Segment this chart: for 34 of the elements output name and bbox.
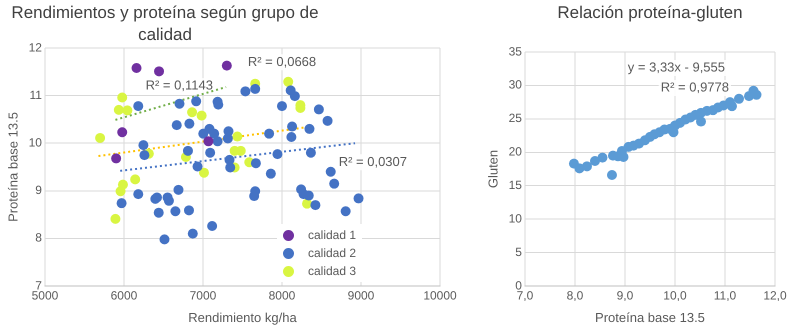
x-tick-label: 10,0 <box>663 288 687 303</box>
legend-label: calidad 3 <box>308 264 356 278</box>
y-tick-label: 35 <box>508 44 522 58</box>
annotation: R² = 0,1143 <box>146 78 213 93</box>
y-tick-label: 15 <box>508 178 522 192</box>
annotation: y = 3,33x - 9,555 <box>628 60 725 75</box>
annotation: R² = 0,0307 <box>338 154 407 169</box>
y-axis-title: Proteína base 13.5 <box>5 112 20 222</box>
x-tick-label: 7000 <box>190 288 217 303</box>
x-tick-label: 11,0 <box>714 288 737 303</box>
x-tick-label: 9000 <box>348 288 375 303</box>
y-tick-label: 20 <box>508 144 522 159</box>
legend-label: calidad 2 <box>308 246 356 260</box>
x-tick-label: 8,0 <box>566 288 584 303</box>
legend-label: calidad 1 <box>308 228 356 242</box>
x-tick-label: 8000 <box>268 288 296 303</box>
y-axis-title: Gluten <box>485 150 500 188</box>
y-tick-label: 5 <box>515 244 522 259</box>
y-tick-label: 9 <box>35 183 42 198</box>
y-tick-label: 11 <box>29 88 42 102</box>
annotation: R² = 0,9778 <box>660 80 729 95</box>
y-tick-label: 25 <box>508 111 522 126</box>
x-tick-label: 12,0 <box>763 288 787 303</box>
x-tick-label: 9,0 <box>616 288 634 303</box>
chart-title: Relación proteína-gluten <box>556 2 744 24</box>
x-tick-label: 10000 <box>423 288 458 303</box>
x-tick-label: 6000 <box>110 288 138 303</box>
x-axis-title: Rendimiento kg/ha <box>188 310 298 325</box>
x-axis-title: Proteína base 13.5 <box>595 310 705 325</box>
y-tick-label: 8 <box>35 230 42 245</box>
y-tick-label: 10 <box>28 136 42 150</box>
annotation: R² = 0,0668 <box>248 54 316 69</box>
y-tick-label: 10 <box>508 211 522 226</box>
y-tick-label: 30 <box>508 78 522 92</box>
